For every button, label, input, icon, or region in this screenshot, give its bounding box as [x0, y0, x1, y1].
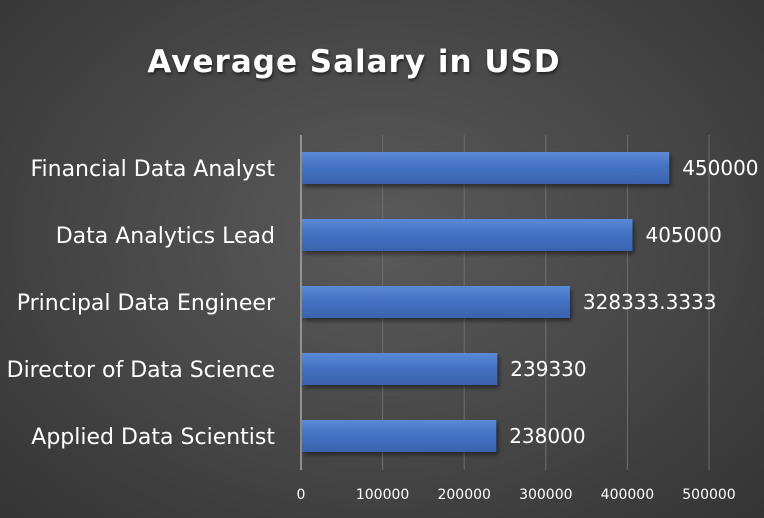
bar — [302, 219, 633, 251]
bar — [302, 353, 498, 385]
value-label: 239330 — [510, 357, 586, 381]
labels: 0 100000 200000 300000 400000 500000 Financial… — [7, 156, 759, 503]
value-label: 328333.3333 — [583, 290, 717, 314]
value-label: 405000 — [645, 223, 721, 247]
value-label: 450000 — [682, 156, 758, 180]
x-tick-label: 100000 — [356, 487, 409, 503]
category-label: Principal Data Engineer — [17, 291, 276, 316]
x-tick-label: 300000 — [519, 487, 572, 503]
category-label: Director of Data Science — [7, 358, 275, 383]
bars — [302, 152, 670, 452]
chart-title: Average Salary in USD — [147, 44, 561, 80]
category-label: Data Analytics Lead — [56, 224, 275, 249]
x-tick-label: 400000 — [601, 487, 654, 503]
value-label: 238000 — [509, 424, 585, 448]
x-tick-label: 200000 — [437, 487, 490, 503]
x-tick-label: 500000 — [682, 487, 735, 503]
bar — [302, 286, 570, 318]
bar — [302, 152, 670, 184]
category-label: Applied Data Scientist — [31, 425, 275, 450]
category-label: Financial Data Analyst — [30, 157, 275, 182]
bar — [302, 420, 497, 452]
x-tick-label: 0 — [297, 487, 306, 503]
